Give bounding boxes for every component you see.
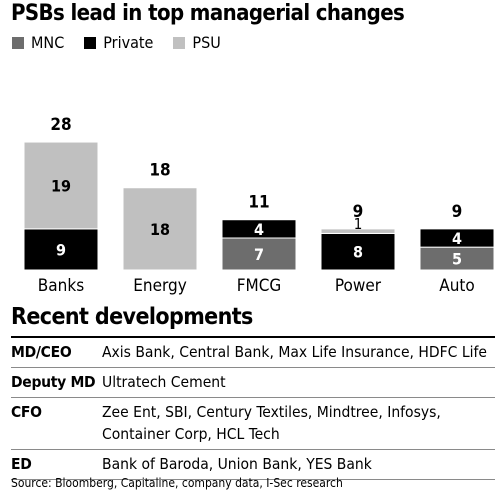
dev-names-line: Zee Ent, SBI, Century Textiles, Mindtree… [102,403,441,421]
developments-table: MD/CEO Axis Bank, Central Bank, Max Life… [11,336,495,480]
segment-value-label: 8 [353,243,363,262]
dev-names: Zee Ent, SBI, Century Textiles, Mindtree… [102,401,495,445]
chart-title: PSBs lead in top managerial changes [11,1,405,26]
x-tick-label: Auto [439,276,475,296]
dev-row-md-ceo: MD/CEO Axis Bank, Central Bank, Max Life… [11,336,495,368]
dev-role: Deputy MD [11,373,96,391]
legend-label-mnc: MNC [31,33,65,52]
segment-value-label: 5 [452,250,462,269]
dev-names-line: Axis Bank, Central Bank, Max Life Insura… [102,343,487,361]
x-tick-label: Energy [133,276,187,296]
dev-names-line: Bank of Baroda, Union Bank, YES Bank [102,455,372,473]
segment-value-label: 7 [254,245,264,264]
segment-value-label: 18 [150,220,170,239]
bar-segment-private [221,219,297,239]
dev-row-cfo: CFO Zee Ent, SBI, Century Textiles, Mind… [11,398,495,450]
bar-total-label: 11 [248,193,269,213]
segment-value-label: 1 [354,215,363,233]
legend-label-psu: PSU [192,33,221,52]
segment-value-label: 4 [254,220,264,239]
legend-item-mnc: MNC [12,33,64,52]
stacked-bar-chart: 91928Banks1818Energy7411FMCG819Power549A… [23,115,495,296]
bar-total-label: 9 [452,202,463,222]
bar-segment-private [320,232,396,271]
bar-total-label: 28 [50,115,71,135]
segment-value-label: 4 [452,229,462,248]
dev-names-line: Ultratech Cement [102,373,226,391]
bar-segment-psu [23,141,99,230]
bar-segment-mnc [221,237,297,271]
bar-segment-private [419,228,495,248]
dev-role: CFO [11,403,42,421]
bar-segment-psu [122,187,198,271]
legend-swatch-mnc [12,36,24,49]
dev-role: MD/CEO [11,343,72,361]
legend-swatch-psu [173,36,186,49]
x-tick-label: Power [335,276,382,296]
legend-swatch-private [84,36,97,49]
dev-names: Ultratech Cement [102,371,495,393]
x-tick-label: Banks [38,276,84,296]
bar-segment-psu [320,228,396,234]
dev-names-line: Container Corp, HCL Tech [102,425,280,443]
dev-role: ED [11,455,32,473]
dev-names: Bank of Baroda, Union Bank, YES Bank [102,453,495,475]
dev-row-deputy-md: Deputy MD Ultratech Cement [11,368,495,398]
source-note: Source: Bloomberg, Capitaline, company d… [11,476,343,490]
segment-value-label: 9 [56,240,66,259]
developments-title: Recent developments [11,304,253,330]
x-tick-label: FMCG [237,276,282,296]
legend-item-private: Private [84,33,153,52]
legend-item-psu: PSU [173,33,221,52]
chart-legend: MNC Private PSU [12,33,241,52]
legend-label-private: Private [103,33,154,52]
bar-total-label: 9 [353,202,364,222]
bar-total-label: 18 [149,161,170,181]
segment-value-label: 19 [51,176,71,195]
dev-names: Axis Bank, Central Bank, Max Life Insura… [102,341,495,363]
dev-row-ed: ED Bank of Baroda, Union Bank, YES Bank [11,450,495,480]
